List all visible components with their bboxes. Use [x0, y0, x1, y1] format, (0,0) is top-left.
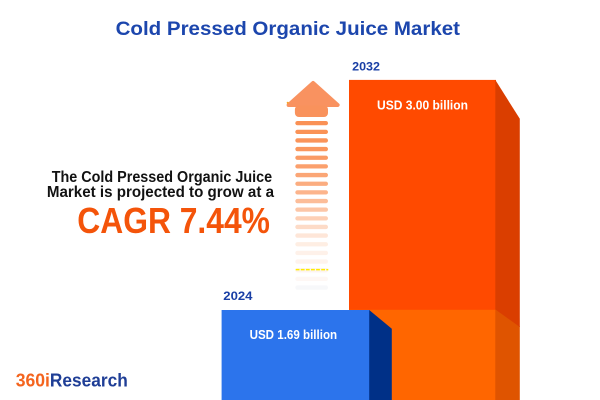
svg-text:2024: 2024 [223, 291, 253, 303]
svg-text:USD 1.69 billion: USD 1.69 billion [250, 327, 338, 342]
svg-text:CAGR 7.44%: CAGR 7.44% [77, 200, 270, 241]
svg-text:The Cold Pressed Organic Juice: The Cold Pressed Organic Juice [52, 169, 272, 186]
svg-text:Market is projected to grow at: Market is projected to grow at a [47, 184, 274, 201]
svg-text:USD 3.00 billion: USD 3.00 billion [377, 98, 468, 113]
svg-text:360iResearch: 360iResearch [16, 370, 128, 391]
svg-text:Cold Pressed Organic Juice Mar: Cold Pressed Organic Juice Market [116, 19, 461, 40]
svg-text:2032: 2032 [352, 62, 380, 74]
